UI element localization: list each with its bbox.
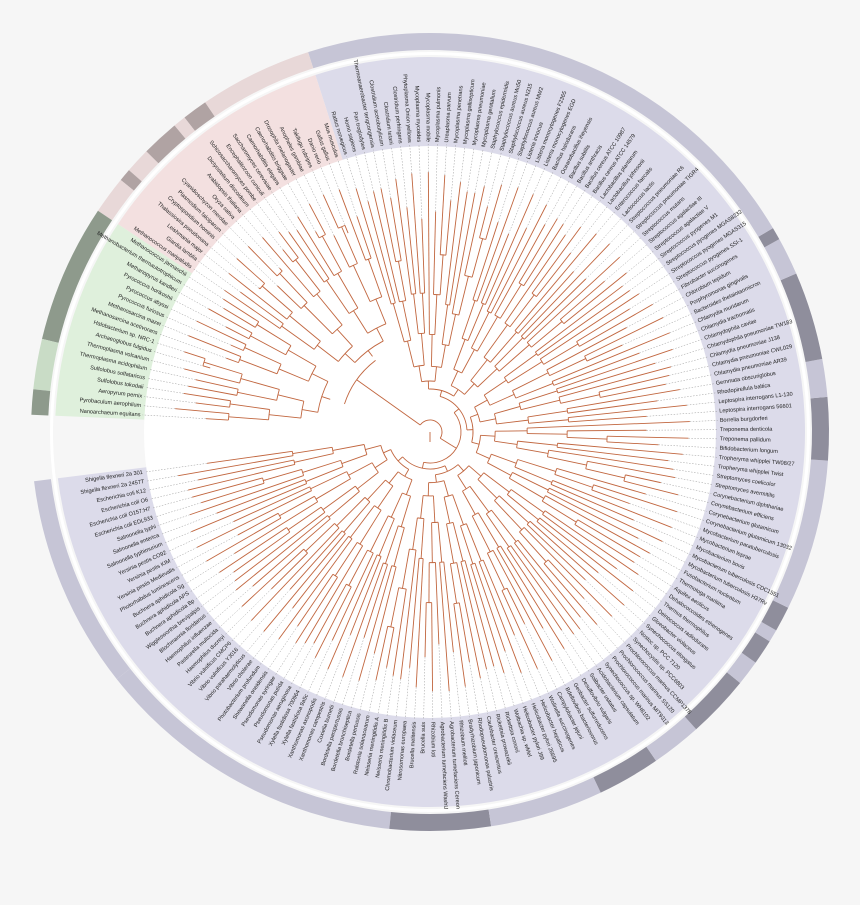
- leaf-label: Rhizobium loti: [429, 722, 435, 757]
- outer-ring-segment: [806, 359, 828, 398]
- branch-line: [527, 434, 567, 435]
- leaf-label: Treponema pallidum: [720, 436, 771, 443]
- leaf-label: Brucella suis: [420, 722, 427, 754]
- outer-ring-segment: [31, 389, 50, 415]
- leaf-label: Treponema denticola: [720, 427, 773, 433]
- outer-ring-segment: [811, 397, 829, 461]
- outer-ring-segment: [389, 809, 491, 831]
- leaf-label: Mycoplasma mobile: [424, 93, 430, 142]
